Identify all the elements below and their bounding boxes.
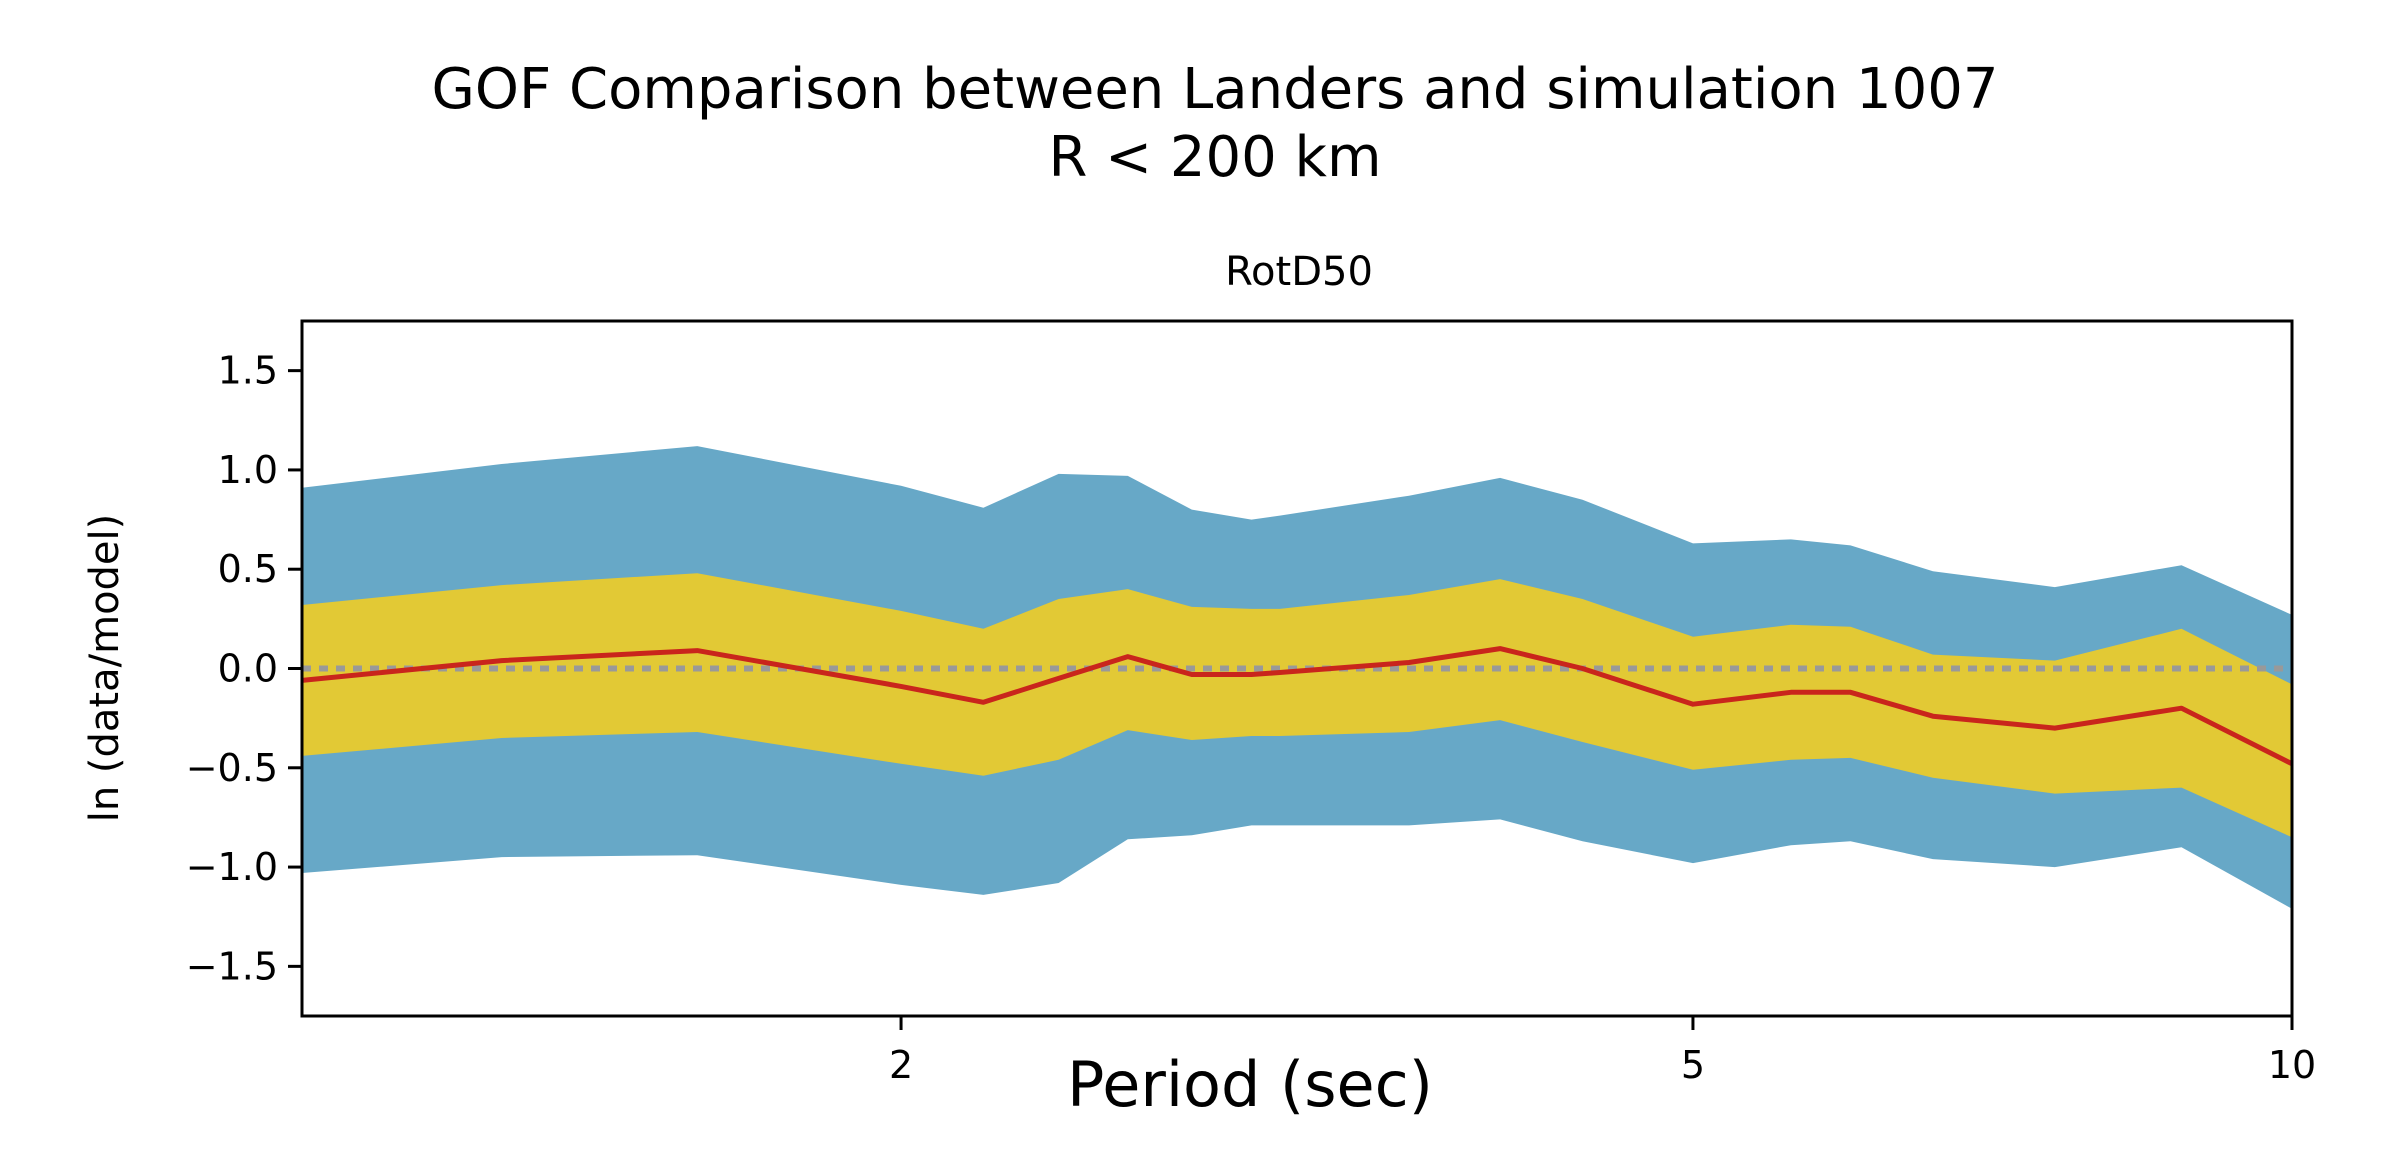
axes-title: RotD50 [1225,249,1373,295]
mean-line [302,646,2292,767]
x-axis: 2 5 10 [889,1016,2316,1087]
chart-suptitle-line: GOF Comparison between Landers and simul… [432,57,1999,122]
y-tick-label: 0.5 [218,547,278,591]
y-tick-label: −1.0 [186,845,278,889]
y-tick-label: 1.5 [218,349,278,393]
y-axis: 1.5 1.0 0.5 0.0 −0.5 −1.0 −1.5 [186,349,302,988]
y-axis-label: ln (data/model) [82,514,128,823]
x-tick-label: 5 [1681,1043,1705,1087]
chart-suptitle: GOF Comparison between Landers and simul… [432,57,1999,190]
y-tick-label: −0.5 [186,746,278,790]
y-tick-label: −1.5 [186,944,278,988]
x-tick-label: 2 [889,1043,913,1087]
y-tick-label: 0.0 [218,647,278,691]
plot-area [302,446,2292,909]
x-axis-label: Period (sec) [1067,1048,1433,1121]
x-tick-label: 10 [2268,1043,2316,1087]
inner-band-area [302,573,2292,838]
y-tick-label: 1.0 [218,448,278,492]
chart-suptitle-line: R < 200 km [1048,125,1381,190]
